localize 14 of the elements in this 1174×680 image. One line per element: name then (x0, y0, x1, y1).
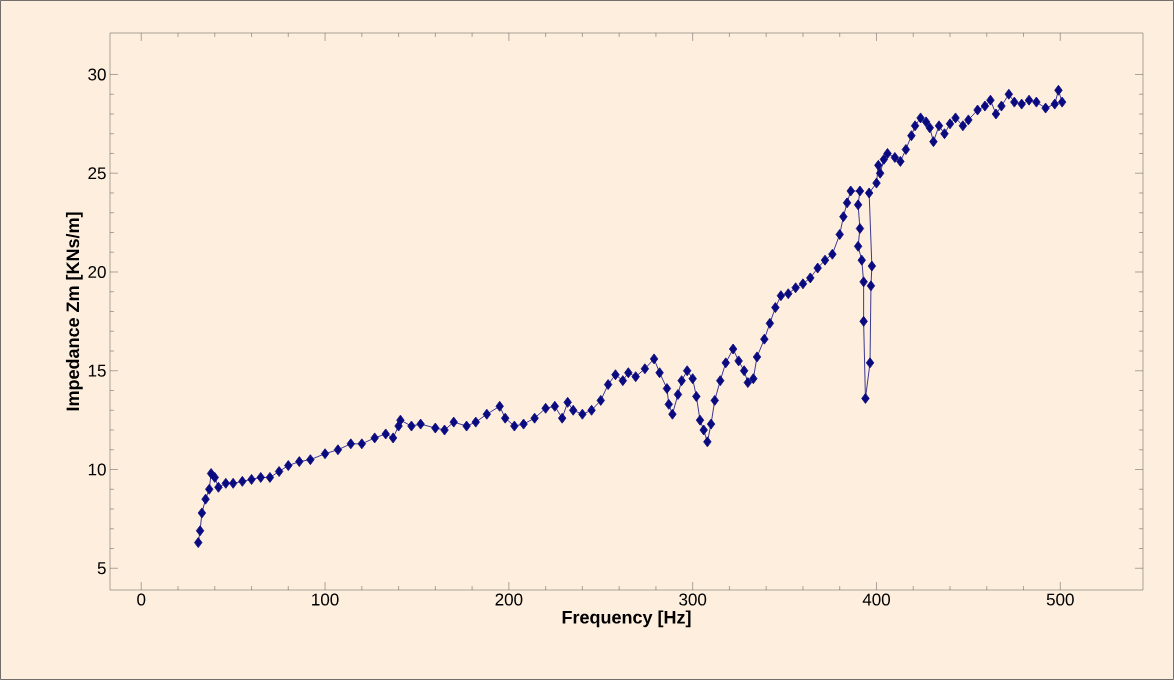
y-tick-label: 10 (88, 463, 106, 476)
x-tick-label: 300 (679, 593, 707, 606)
y-axis-title: Impedance Zm [KNs/m] (65, 212, 83, 411)
y-tick-label: 25 (88, 167, 106, 180)
x-tick-label: 0 (137, 593, 146, 606)
x-tick-label: 100 (312, 593, 339, 606)
y-tick-label: 15 (88, 364, 106, 377)
y-tick-label: 30 (88, 68, 106, 81)
x-axis-title: Frequency [Hz] (562, 610, 691, 628)
x-tick-label: 200 (495, 593, 523, 606)
y-tick-label: 20 (88, 265, 106, 279)
x-tick-label: 500 (1046, 593, 1074, 606)
y-tick-label: 5 (97, 562, 106, 575)
x-tick-label: 400 (862, 593, 890, 606)
